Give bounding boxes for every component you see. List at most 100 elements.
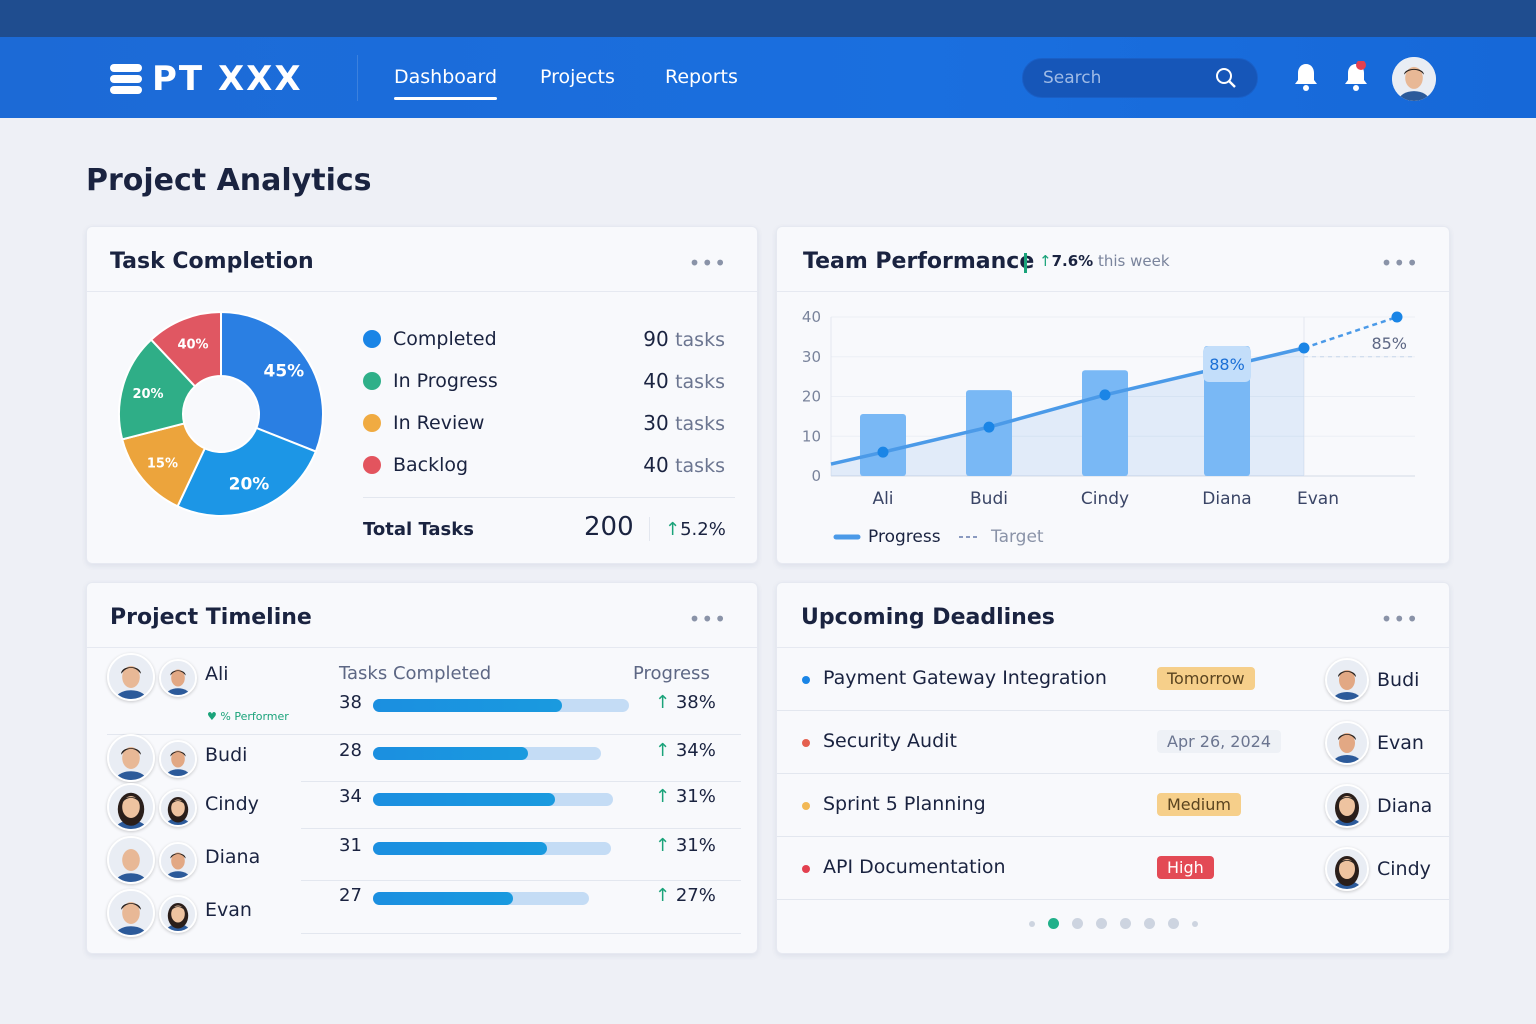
arrow-up-icon: ↑ bbox=[665, 519, 681, 540]
avatar bbox=[159, 895, 197, 933]
avatar bbox=[107, 734, 155, 782]
nav-divider bbox=[357, 55, 358, 101]
x-tick-label: Diana bbox=[1202, 489, 1251, 509]
task-completion-card: Task Completion ••• 45% 20% 15% 20% 40% Comp… bbox=[86, 226, 758, 564]
deadline-badge: Tomorrow bbox=[1157, 667, 1255, 690]
legend-item-in-review: In Review 30 tasks bbox=[363, 411, 725, 435]
legend-label: In Progress bbox=[393, 370, 498, 392]
arrow-up-icon: ↑ bbox=[655, 835, 671, 856]
progress-percent: ↑ 38% bbox=[655, 692, 716, 713]
deadline-row[interactable]: Sprint 5 Planning Medium Diana bbox=[777, 774, 1449, 837]
progress-area bbox=[831, 348, 1304, 476]
page-dot[interactable] bbox=[1191, 920, 1198, 927]
status-dot bbox=[802, 676, 810, 684]
brand-name: PT XXX bbox=[152, 59, 303, 99]
deadline-row[interactable]: API Documentation High Cindy bbox=[777, 837, 1449, 900]
page-dot[interactable] bbox=[1071, 918, 1083, 929]
legend-progress-label: Progress bbox=[868, 527, 941, 547]
deadline-badge: Medium bbox=[1157, 793, 1241, 816]
y-tick-label: 10 bbox=[802, 427, 821, 445]
donut-chart: 45% 20% 15% 20% 40% bbox=[118, 310, 324, 517]
tasks-completed-value: 28 bbox=[339, 740, 362, 761]
nav-reports[interactable]: Reports bbox=[665, 66, 738, 88]
target-line bbox=[1303, 315, 1398, 350]
notification-bell-icon[interactable] bbox=[1342, 61, 1370, 93]
task-name: API Documentation bbox=[823, 856, 1006, 878]
col-tasks-completed: Tasks Completed bbox=[339, 663, 492, 684]
task-name: Payment Gateway Integration bbox=[823, 667, 1107, 689]
progress-percent: ↑ 31% bbox=[655, 786, 716, 807]
divider bbox=[301, 828, 741, 829]
data-point bbox=[877, 446, 889, 458]
bar-budi bbox=[966, 390, 1012, 476]
heart-icon: ♥ bbox=[207, 710, 217, 723]
avatar bbox=[159, 659, 197, 697]
search-input[interactable]: Search bbox=[1022, 58, 1258, 98]
page-dot[interactable] bbox=[1047, 918, 1059, 929]
legend-item-completed: Completed 90 tasks bbox=[363, 327, 725, 351]
weekly-change-label: this week bbox=[1097, 252, 1170, 270]
page-dot[interactable] bbox=[1095, 918, 1107, 929]
card-title: Team Performance bbox=[803, 249, 1035, 274]
assignee-name: Budi bbox=[1377, 669, 1420, 691]
brand-logo[interactable]: PT XXX bbox=[110, 59, 303, 99]
member-name: Cindy bbox=[205, 793, 259, 815]
avatar bbox=[159, 789, 197, 827]
progress-percent-value: 31% bbox=[675, 786, 716, 807]
avatar bbox=[159, 842, 197, 880]
assignee-name: Evan bbox=[1377, 732, 1424, 754]
more-options-icon[interactable]: ••• bbox=[1380, 607, 1419, 631]
pie-slice[interactable] bbox=[118, 338, 197, 441]
deadline-row[interactable]: Security Audit Apr 26, 2024 Evan bbox=[777, 711, 1449, 774]
legend-item-in-progress: In Progress 40 tasks bbox=[363, 369, 725, 393]
progress-percent: ↑ 31% bbox=[655, 835, 716, 856]
total-change-value: 5.2% bbox=[680, 519, 726, 540]
divider bbox=[1024, 253, 1027, 273]
avatar bbox=[107, 889, 155, 937]
y-tick-label: 20 bbox=[802, 388, 821, 406]
pie-slice[interactable] bbox=[176, 426, 318, 517]
page-dot[interactable] bbox=[1119, 918, 1131, 929]
bar-label: 88% bbox=[1209, 355, 1245, 374]
project-timeline-card: Project Timeline ••• Tasks Completed Pro… bbox=[86, 582, 758, 954]
page-dot[interactable] bbox=[1028, 920, 1035, 927]
nav-dashboard[interactable]: Dashboard bbox=[394, 66, 498, 100]
divider bbox=[363, 497, 735, 498]
bar-cindy bbox=[1082, 370, 1128, 476]
more-options-icon[interactable]: ••• bbox=[688, 251, 727, 275]
pie-slice[interactable] bbox=[220, 310, 324, 453]
more-options-icon[interactable]: ••• bbox=[688, 607, 727, 631]
nav-projects[interactable]: Projects bbox=[540, 66, 615, 88]
team-performance-card: Team Performance ↑7.6% this week ••• 0 10… bbox=[776, 226, 1450, 564]
page-dot[interactable] bbox=[1167, 918, 1179, 929]
member-name: Ali bbox=[205, 663, 229, 685]
avatar bbox=[1325, 721, 1369, 765]
legend-value: 30 tasks bbox=[643, 411, 725, 435]
progress-bar bbox=[373, 699, 629, 712]
legend-item-backlog: Backlog 40 tasks bbox=[363, 453, 725, 477]
bell-icon[interactable] bbox=[1292, 61, 1320, 93]
legend-dot bbox=[363, 330, 381, 348]
page-dot[interactable] bbox=[1143, 918, 1155, 929]
pie-slice-label: 20% bbox=[229, 475, 270, 495]
assignee-name: Diana bbox=[1377, 795, 1433, 817]
card-title: Upcoming Deadlines bbox=[801, 605, 1055, 630]
progress-percent: ↑ 27% bbox=[655, 885, 716, 906]
legend-unit: tasks bbox=[675, 371, 725, 393]
pie-slice-label: 45% bbox=[264, 361, 305, 381]
divider bbox=[301, 880, 741, 881]
divider bbox=[777, 647, 1449, 648]
weekly-change-value: 7.6% bbox=[1051, 252, 1094, 270]
status-dot bbox=[802, 865, 810, 873]
arrow-up-icon: ↑ bbox=[1039, 252, 1052, 270]
legend-value: 90 tasks bbox=[643, 327, 725, 351]
legend-count: 40 bbox=[643, 453, 669, 477]
deadline-row[interactable]: Payment Gateway Integration Tomorrow Bud… bbox=[777, 648, 1449, 711]
pie-slice[interactable] bbox=[149, 310, 222, 388]
user-avatar[interactable] bbox=[1392, 57, 1436, 101]
avatar bbox=[1325, 784, 1369, 828]
more-options-icon[interactable]: ••• bbox=[1380, 251, 1419, 275]
avatar bbox=[1325, 847, 1369, 891]
data-point bbox=[1298, 342, 1310, 354]
legend-count: 40 bbox=[643, 369, 669, 393]
